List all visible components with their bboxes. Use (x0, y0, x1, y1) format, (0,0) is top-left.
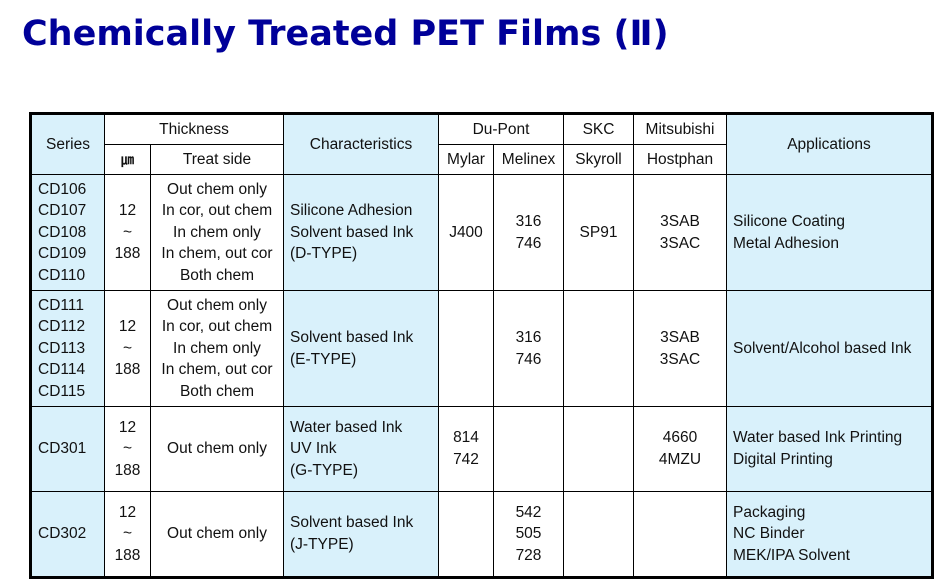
page-title: Chemically Treated PET Films (Ⅱ) (22, 14, 669, 54)
series-cell: CD302 (30, 491, 105, 578)
applications-cell: Silicone Coating Metal Adhesion (726, 174, 933, 291)
skyroll-cell (563, 491, 634, 578)
header-hostphan: Hostphan (633, 144, 727, 175)
pet-films-table: Series Thickness Characteristics Du-Pont… (29, 112, 934, 579)
header-melinex: Melinex (493, 144, 564, 175)
header-thickness-unit: ㎛ (104, 144, 151, 175)
thickness-cell: 12 ~ 188 (104, 406, 151, 492)
series-cell: CD301 (30, 406, 105, 492)
table-header-row: Series Thickness Characteristics Du-Pont… (30, 113, 933, 175)
mylar-cell: J400 (438, 174, 494, 291)
header-applications: Applications (726, 113, 933, 175)
thickness-cell: 12 ~ 188 (104, 174, 151, 291)
table-row: CD106 CD107 CD108 CD109 CD110 12 ~ 188 O… (30, 174, 933, 291)
header-characteristics: Characteristics (283, 113, 439, 175)
mylar-cell (438, 290, 494, 407)
table-row: CD302 12 ~ 188 Out chem only Solvent bas… (30, 491, 933, 578)
series-cell: CD106 CD107 CD108 CD109 CD110 (30, 174, 105, 291)
header-treat-side: Treat side (150, 144, 284, 175)
hostphan-cell (633, 491, 727, 578)
treat-side-cell: Out chem only In cor, out chem In chem o… (150, 290, 284, 407)
table-row: CD111 CD112 CD113 CD114 CD115 12 ~ 188 O… (30, 290, 933, 407)
melinex-cell: 542 505 728 (493, 491, 564, 578)
applications-cell: Water based Ink Printing Digital Printin… (726, 406, 933, 492)
skyroll-cell: SP91 (563, 174, 634, 291)
applications-cell: Solvent/Alcohol based Ink (726, 290, 933, 407)
hostphan-cell: 3SAB 3SAC (633, 174, 727, 291)
melinex-cell (493, 406, 564, 492)
header-series: Series (30, 113, 105, 175)
characteristics-cell: Solvent based Ink (E-TYPE) (283, 290, 439, 407)
series-cell: CD111 CD112 CD113 CD114 CD115 (30, 290, 105, 407)
thickness-cell: 12 ~ 188 (104, 290, 151, 407)
skyroll-cell (563, 406, 634, 492)
skyroll-cell (563, 290, 634, 407)
applications-cell: Packaging NC Binder MEK/IPA Solvent (726, 491, 933, 578)
table-row: CD301 12 ~ 188 Out chem only Water based… (30, 406, 933, 492)
hostphan-cell: 4660 4MZU (633, 406, 727, 492)
melinex-cell: 316 746 (493, 290, 564, 407)
header-skc: SKC (563, 113, 634, 145)
hostphan-cell: 3SAB 3SAC (633, 290, 727, 407)
thickness-cell: 12 ~ 188 (104, 491, 151, 578)
header-skyroll: Skyroll (563, 144, 634, 175)
mylar-cell: 814 742 (438, 406, 494, 492)
characteristics-cell: Silicone Adhesion Solvent based Ink (D-T… (283, 174, 439, 291)
table-subheader-row: ㎛ Treat side Mylar Melinex Skyroll Hostp… (31, 144, 933, 175)
treat-side-cell: Out chem only (150, 491, 284, 578)
treat-side-cell: Out chem only In cor, out chem In chem o… (150, 174, 284, 291)
header-dupont: Du-Pont (438, 113, 564, 145)
characteristics-cell: Water based Ink UV Ink (G-TYPE) (283, 406, 439, 492)
melinex-cell: 316 746 (493, 174, 564, 291)
header-mitsubishi: Mitsubishi (633, 113, 727, 145)
header-thickness: Thickness (104, 113, 284, 145)
treat-side-cell: Out chem only (150, 406, 284, 492)
mylar-cell (438, 491, 494, 578)
characteristics-cell: Solvent based Ink (J-TYPE) (283, 491, 439, 578)
header-mylar: Mylar (438, 144, 494, 175)
